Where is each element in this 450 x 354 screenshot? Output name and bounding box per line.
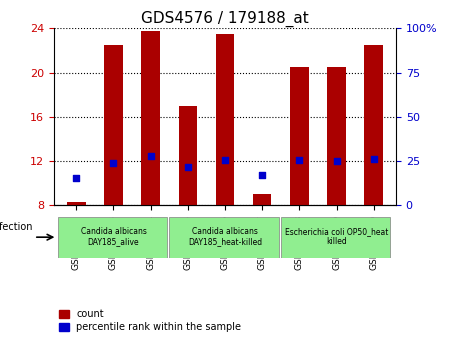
Point: [110, 160, 117, 166]
Text: infection: infection: [0, 222, 32, 232]
Point: [370, 156, 377, 162]
Legend: count, percentile rank within the sample: count, percentile rank within the sample: [59, 309, 241, 332]
FancyBboxPatch shape: [281, 217, 391, 258]
Bar: [327, 67, 346, 205]
Point: [333, 158, 340, 164]
FancyBboxPatch shape: [58, 217, 167, 258]
Point: [221, 157, 229, 163]
Bar: [104, 45, 123, 205]
Point: [73, 175, 80, 181]
Text: Escherichia coli OP50_heat
killed: Escherichia coli OP50_heat killed: [285, 227, 388, 246]
Bar: [290, 67, 309, 205]
Bar: [67, 202, 86, 205]
Point: [259, 173, 266, 178]
Bar: [141, 30, 160, 205]
Point: [147, 153, 154, 158]
Bar: [364, 45, 383, 205]
FancyBboxPatch shape: [169, 217, 279, 258]
Point: [296, 157, 303, 163]
Text: Candida albicans
DAY185_heat-killed: Candida albicans DAY185_heat-killed: [188, 227, 262, 246]
Bar: [216, 34, 234, 205]
Bar: [253, 194, 271, 205]
Text: Candida albicans
DAY185_alive: Candida albicans DAY185_alive: [81, 227, 146, 246]
Point: [184, 164, 191, 170]
Text: GDS4576 / 179188_at: GDS4576 / 179188_at: [141, 11, 309, 27]
Bar: [179, 106, 197, 205]
